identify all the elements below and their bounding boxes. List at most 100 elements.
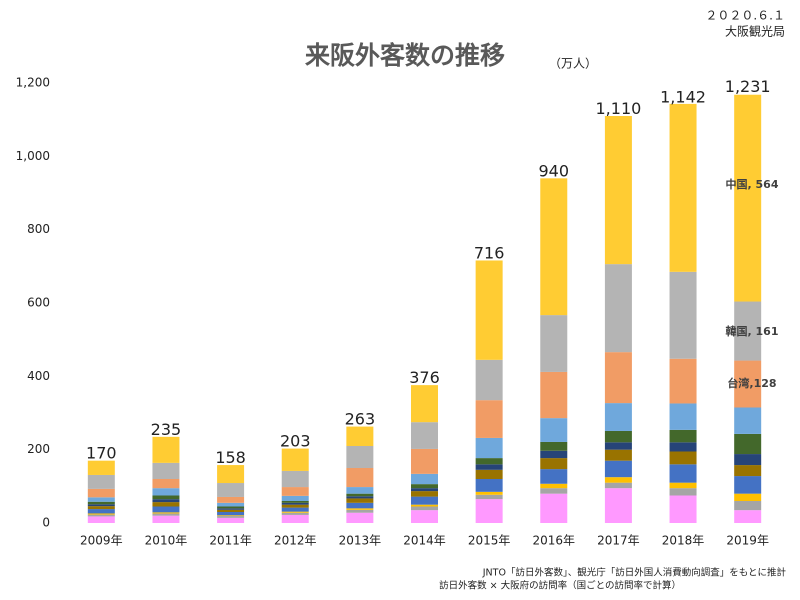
bar-segment — [411, 488, 438, 492]
bar-segment — [734, 407, 762, 434]
bar-segment — [669, 271, 697, 359]
bar-segment — [152, 506, 180, 513]
bar-segment — [217, 515, 245, 517]
bar-segment — [281, 504, 309, 508]
bar-segment — [734, 301, 762, 361]
bar-segment — [281, 448, 309, 471]
bar-segment — [217, 512, 245, 516]
bar-segment — [411, 473, 438, 485]
bar-segment — [87, 514, 115, 517]
x-tick-label: 2013年 — [339, 534, 382, 548]
bar-segment — [734, 510, 762, 523]
bar-segment — [281, 514, 309, 523]
bar-segment — [604, 264, 632, 353]
bar-segment — [346, 498, 374, 503]
bar-segment — [281, 487, 309, 496]
bar-segment — [411, 510, 438, 523]
bar-segment — [281, 507, 309, 512]
x-tick-label: 2011年 — [209, 534, 252, 548]
bar-segment — [281, 512, 309, 515]
y-tick-label: 1,000 — [16, 149, 50, 163]
bar-segment — [281, 511, 309, 513]
bar-segment — [152, 513, 180, 516]
bar-segment — [346, 502, 374, 509]
bar-segment — [217, 465, 245, 484]
bar-segment — [669, 464, 697, 483]
bar-segment — [475, 464, 503, 470]
bar-segment — [475, 494, 503, 500]
annotation: 中国, 564 — [726, 177, 779, 191]
bar-segment — [540, 483, 568, 489]
y-tick-label: 0 — [42, 516, 50, 530]
total-label: 1,231 — [725, 77, 771, 96]
bar-segment — [152, 436, 180, 463]
y-tick-label: 1,200 — [16, 76, 50, 90]
bar-segment — [411, 484, 438, 489]
bar-segment — [669, 442, 697, 452]
bar-segment — [152, 502, 180, 507]
bar-segment — [734, 476, 762, 494]
total-label: 376 — [409, 368, 440, 387]
bar-segment — [669, 495, 697, 523]
bar-segment — [152, 495, 180, 500]
bar-segment — [411, 504, 438, 507]
bar-segment — [217, 509, 245, 512]
bar-segment — [540, 315, 568, 372]
y-tick-label: 400 — [27, 369, 50, 383]
bar-segment — [346, 487, 374, 494]
bar-segment — [217, 517, 245, 523]
bar-segment — [540, 371, 568, 419]
date-label: ２０２０.６.１ — [705, 9, 785, 23]
bar-segment — [217, 516, 245, 518]
bar-segment — [87, 497, 115, 502]
total-label: 203 — [280, 432, 311, 451]
bar-segment — [475, 400, 503, 438]
total-label: 940 — [538, 161, 569, 180]
bar-segment — [604, 116, 632, 265]
bar-segment — [604, 352, 632, 404]
bar-segment — [411, 491, 438, 497]
footnote: JNTO「訪日外客数」、観光庁「訪日外国人消費動向調査」をもとに推計 — [482, 567, 787, 579]
bar-segment — [87, 504, 115, 507]
bar-segment — [87, 488, 115, 498]
bar-segment — [604, 482, 632, 489]
bar-segment — [346, 508, 374, 510]
bar-segment — [540, 450, 568, 459]
y-tick-label: 200 — [27, 442, 50, 456]
bar-segment — [475, 458, 503, 465]
bar-segment — [669, 358, 697, 404]
bar-segment — [669, 429, 697, 443]
x-tick-label: 2012年 — [274, 534, 317, 548]
bar-segment — [604, 403, 632, 431]
bar-segment — [281, 502, 309, 505]
bar-segment — [411, 506, 438, 511]
bar-segment — [346, 468, 374, 488]
total-label: 170 — [86, 444, 117, 463]
bar-segment — [604, 488, 632, 523]
bar-segment — [87, 509, 115, 514]
bar-segment — [152, 479, 180, 489]
bar-segment — [734, 94, 762, 302]
bar-segment — [540, 441, 568, 451]
bar-segment — [475, 437, 503, 459]
bar-segment — [152, 515, 180, 523]
bar-segment — [346, 512, 374, 523]
source-label: 大阪観光局 — [725, 25, 785, 39]
bar-segment — [734, 501, 762, 511]
total-label: 158 — [215, 448, 246, 467]
bar-segment — [217, 508, 245, 510]
bar-segment — [604, 442, 632, 450]
bar-segment — [346, 493, 374, 497]
bar-segment — [475, 359, 503, 401]
bar-segment — [87, 506, 115, 510]
bar-segment — [411, 385, 438, 423]
bar-segment — [411, 448, 438, 474]
bar-segment — [87, 516, 115, 523]
bar-segment — [669, 482, 697, 489]
chart-title: 来阪外客数の推移 — [305, 41, 505, 70]
bar-segment — [475, 260, 503, 360]
bar-segment — [540, 493, 568, 523]
x-tick-label: 2015年 — [468, 534, 511, 548]
total-label: 235 — [151, 420, 182, 439]
